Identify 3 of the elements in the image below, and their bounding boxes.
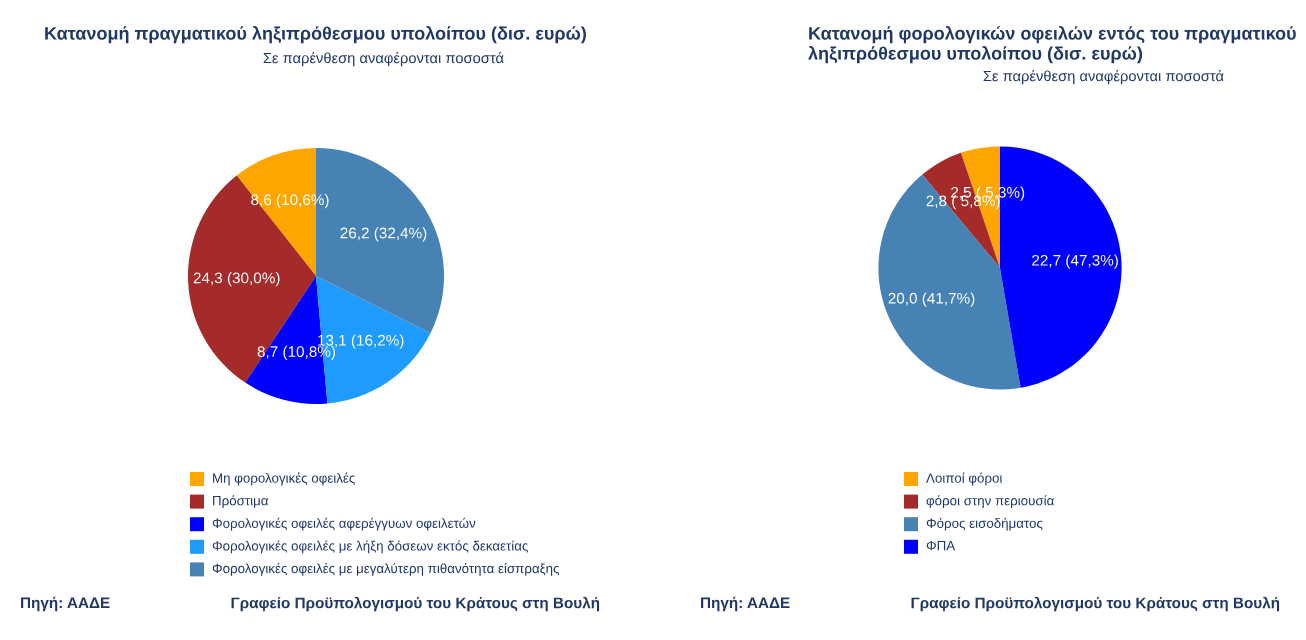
pie-slice [878, 174, 1021, 390]
chart-title: Κατανομή φορολογικών οφειλών εντός του πραγματικού ληξιπρόθεσμου υπολοίπου (δισ. ευρώ) [808, 26, 1296, 64]
chart-title: Κατανομή πραγματικού ληξιπρόθεσμου υπολοίπου (δισ. ευρώ) [45, 26, 586, 44]
